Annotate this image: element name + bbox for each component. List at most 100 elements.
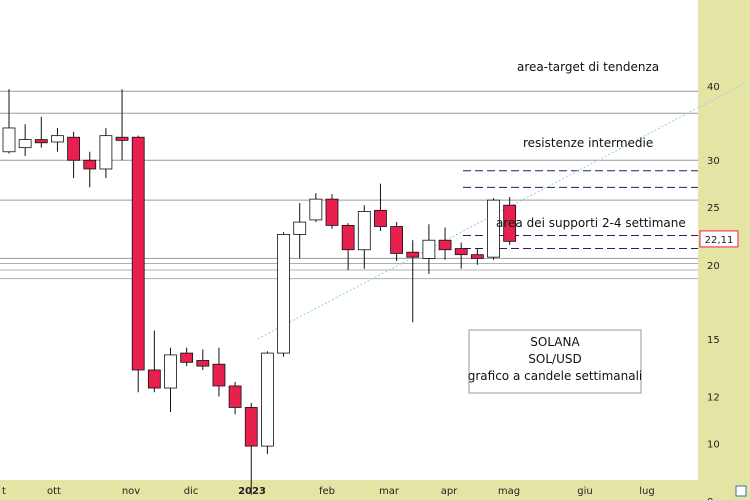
price-marker-label: 22,11 — [705, 235, 734, 246]
candle-14 — [228, 381, 242, 415]
candle-4 — [67, 131, 80, 179]
candle-body — [34, 139, 48, 144]
candle-body — [131, 136, 145, 371]
candle-body — [147, 369, 161, 389]
candle-12 — [196, 349, 210, 370]
x-axis-panel — [0, 480, 698, 500]
candle-31 — [503, 197, 517, 245]
candle-19 — [309, 193, 323, 223]
candle-25 — [406, 240, 420, 323]
candle-5 — [83, 151, 97, 188]
x-label-2023: 2023 — [238, 486, 266, 497]
x-label-t: t — [2, 486, 6, 497]
candle-body — [309, 198, 323, 221]
info-box-line-1: SOL/USD — [528, 352, 581, 366]
candle-2 — [34, 116, 48, 148]
x-label-feb: feb — [319, 486, 335, 497]
candle-body — [18, 139, 32, 149]
candle-15 — [244, 403, 258, 495]
info-box-line-0: SOLANA — [530, 335, 580, 349]
candles — [2, 89, 517, 495]
price-marker-box — [699, 230, 739, 248]
y-tick-30: 30 — [707, 156, 720, 167]
candle-0 — [2, 89, 16, 154]
y-axis: 8 10 12 15 20 25 30 40 22,11 — [699, 82, 739, 500]
candle-22 — [357, 205, 371, 269]
candle-body — [293, 221, 307, 235]
candle-body — [470, 254, 484, 259]
candle-10 — [164, 347, 177, 412]
candle-body — [228, 385, 242, 408]
candle-body — [277, 234, 290, 354]
info-box-frame — [468, 329, 642, 394]
candle-body — [357, 211, 371, 251]
candle-body — [374, 209, 387, 227]
candle-1 — [18, 124, 32, 156]
candle-24 — [390, 222, 404, 261]
candle-body — [212, 363, 226, 387]
x-label-giu: giu — [577, 486, 592, 497]
candle-body — [325, 198, 339, 226]
annotations: area-target di tendenza resistenze interm… — [496, 60, 686, 230]
x-label-mag: mag — [498, 486, 520, 497]
candle-21 — [341, 223, 355, 270]
candle-27 — [438, 227, 452, 260]
candle-16 — [260, 351, 274, 455]
candle-body — [83, 159, 97, 170]
candle-body — [180, 352, 194, 363]
y-axis-panel — [698, 0, 750, 500]
candle-body — [99, 135, 113, 170]
x-axis: t ott nov dic 2023 feb mar apr mag giu lug — [2, 485, 747, 497]
x-label-apr: apr — [441, 486, 458, 497]
x-label-nov: nov — [122, 486, 140, 497]
corner-icon — [735, 485, 747, 497]
x-label-ott: ott — [47, 486, 61, 497]
candle-body — [115, 136, 129, 141]
candle-29 — [470, 248, 484, 265]
y-tick-8: 8 — [707, 497, 713, 500]
candle-body — [438, 239, 452, 251]
info-box: SOLANA SOL/USD grafico a candele settimana… — [468, 329, 642, 394]
y-tick-20: 20 — [707, 261, 720, 272]
candle-3 — [51, 127, 64, 152]
candle-body — [390, 226, 404, 254]
candle-body — [341, 225, 355, 251]
support-area-label: area dei supporti 2-4 settimane — [496, 216, 686, 230]
candle-17 — [277, 232, 290, 357]
candle-13 — [212, 347, 226, 397]
candle-body — [503, 204, 517, 242]
candle-body — [487, 199, 500, 258]
candle-30 — [487, 198, 500, 260]
candle-body — [164, 354, 177, 389]
candle-body — [454, 248, 468, 256]
candle-body — [260, 352, 274, 447]
horizontal-levels — [0, 90, 698, 280]
x-label-dic: dic — [184, 486, 199, 497]
candle-28 — [454, 242, 468, 269]
y-tick-25: 25 — [707, 203, 720, 214]
candle-8 — [131, 135, 145, 393]
candle-9 — [147, 330, 161, 393]
candle-7 — [115, 89, 129, 161]
x-label-lug: lug — [639, 486, 654, 497]
candle-body — [422, 239, 436, 259]
candle-11 — [180, 347, 194, 367]
candle-23 — [374, 183, 387, 231]
candle-20 — [325, 194, 339, 229]
y-tick-40: 40 — [707, 82, 720, 93]
candle-6 — [99, 127, 113, 179]
resistance-label: resistenze intermedie — [523, 136, 653, 150]
candle-body — [2, 127, 16, 153]
candle-26 — [422, 224, 436, 274]
candle-body — [406, 251, 420, 258]
y-tick-12: 12 — [707, 392, 720, 403]
candle-body — [67, 136, 80, 161]
candle-body — [196, 360, 210, 367]
candle-body — [51, 135, 64, 143]
candle-18 — [293, 203, 307, 259]
candle-body — [244, 407, 258, 447]
y-tick-15: 15 — [707, 335, 720, 346]
target-area-label: area-target di tendenza — [517, 60, 659, 74]
y-tick-10: 10 — [707, 440, 720, 451]
